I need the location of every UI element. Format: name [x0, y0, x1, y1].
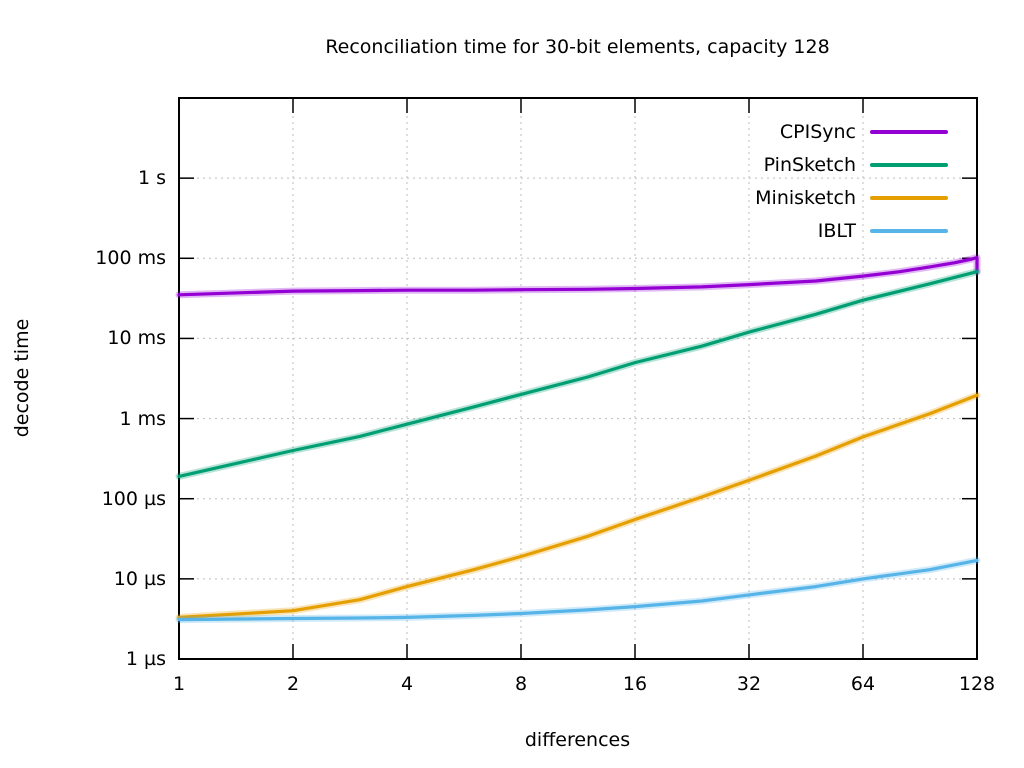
- pinsketch-line-swatch: [870, 162, 948, 167]
- legend-label: Minisketch: [755, 186, 856, 209]
- x-tick-label: 64: [850, 673, 876, 695]
- x-tick-label: 16: [622, 673, 648, 695]
- y-tick-label: 100 ms: [95, 247, 166, 270]
- y-tick-label: 1 s: [137, 167, 166, 190]
- x-tick-label: 128: [958, 673, 996, 695]
- x-tick-label: 2: [286, 673, 300, 695]
- minisketch-line-halo: [175, 391, 981, 621]
- y-tick-label: 1 ms: [119, 407, 166, 430]
- y-axis-title: decode time: [11, 318, 33, 438]
- iblt-line-swatch: [870, 228, 948, 233]
- minisketch-line: [177, 393, 979, 620]
- cpisync-line: [177, 256, 979, 297]
- legend-entry-iblt: IBLT: [755, 214, 948, 247]
- x-tick-label: 32: [736, 673, 762, 695]
- cpisync-line-swatch: [870, 129, 948, 134]
- plot-frame: [178, 97, 978, 660]
- y-tick-label: 10 ms: [107, 327, 166, 350]
- legend-label: PinSketch: [763, 153, 856, 176]
- y-tick-label: 100 µs: [101, 487, 166, 510]
- x-axis-title: differences: [524, 729, 631, 751]
- x-tick-label: 4: [400, 673, 414, 695]
- legend: CPISync PinSketch Minisketch IBLT: [755, 115, 948, 247]
- pinsketch-line: [177, 270, 979, 478]
- legend-label: CPISync: [779, 120, 856, 143]
- x-tick-label: 8: [514, 673, 528, 695]
- minisketch-line-swatch: [870, 195, 948, 200]
- y-tick-label: 1 µs: [125, 648, 166, 670]
- legend-entry-pinsketch: PinSketch: [755, 148, 948, 181]
- legend-entry-cpisync: CPISync: [755, 115, 948, 148]
- chart-title: Reconciliation time for 30-bit elements,…: [325, 36, 830, 58]
- legend-label: IBLT: [817, 219, 856, 242]
- x-tick-label: 1: [172, 673, 186, 695]
- y-tick-label: 10 µs: [113, 567, 166, 590]
- legend-entry-minisketch: Minisketch: [755, 181, 948, 214]
- iblt-line: [177, 558, 979, 622]
